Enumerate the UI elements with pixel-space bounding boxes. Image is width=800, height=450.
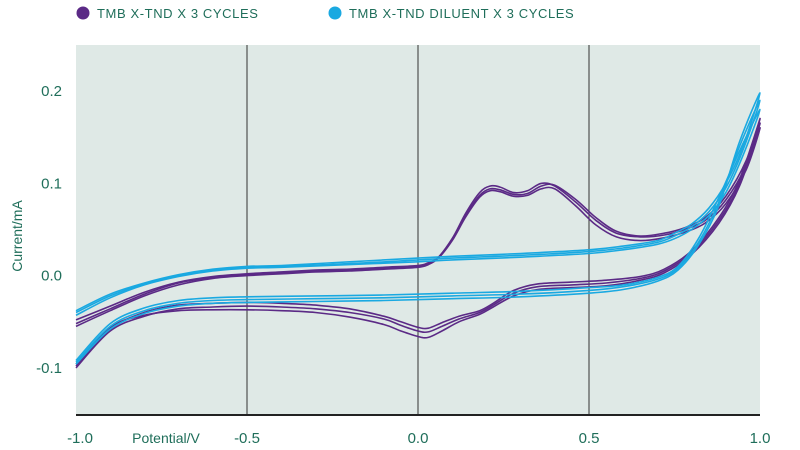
legend-swatch-diluent <box>328 6 342 20</box>
x-tick-label: 1.0 <box>750 430 771 447</box>
x-axis-title: Potential/V <box>132 430 200 446</box>
y-tick-label: -0.1 <box>36 360 62 377</box>
legend: TMB X-TND X 3 CYCLES TMB X-TND DILUENT X… <box>76 6 574 21</box>
x-tick-label: 0.0 <box>408 430 429 447</box>
diluent-cycle-3-line <box>75 92 761 365</box>
legend-label-tmb: TMB X-TND X 3 CYCLES <box>97 6 259 21</box>
gridlines <box>246 45 590 414</box>
x-tick-label: -0.5 <box>234 430 260 447</box>
legend-item-tmb: TMB X-TND X 3 CYCLES <box>76 6 259 21</box>
legend-swatch-tmb <box>76 6 90 20</box>
y-tick-label: 0.2 <box>41 83 62 100</box>
y-axis-title: Current/mA <box>9 200 25 272</box>
series-layer <box>75 92 761 369</box>
legend-item-diluent: TMB X-TND DILUENT X 3 CYCLES <box>328 6 574 21</box>
x-tick-label: 0.5 <box>579 430 600 447</box>
y-tick-label: 0.0 <box>41 268 62 285</box>
x-tick-label: -1.0 <box>67 430 93 447</box>
y-tick-label: 0.1 <box>41 175 62 192</box>
y-tick-labels: 0.2 0.1 0.0 -0.1 <box>36 83 62 377</box>
x-tick-labels: -1.0 -0.5 0.0 0.5 1.0 <box>67 430 770 447</box>
series-diluent <box>75 92 761 365</box>
diluent-cycle-2-line <box>75 99 761 363</box>
legend-label-diluent: TMB X-TND DILUENT X 3 CYCLES <box>349 6 574 21</box>
diluent-cycle-1-line <box>75 108 761 362</box>
